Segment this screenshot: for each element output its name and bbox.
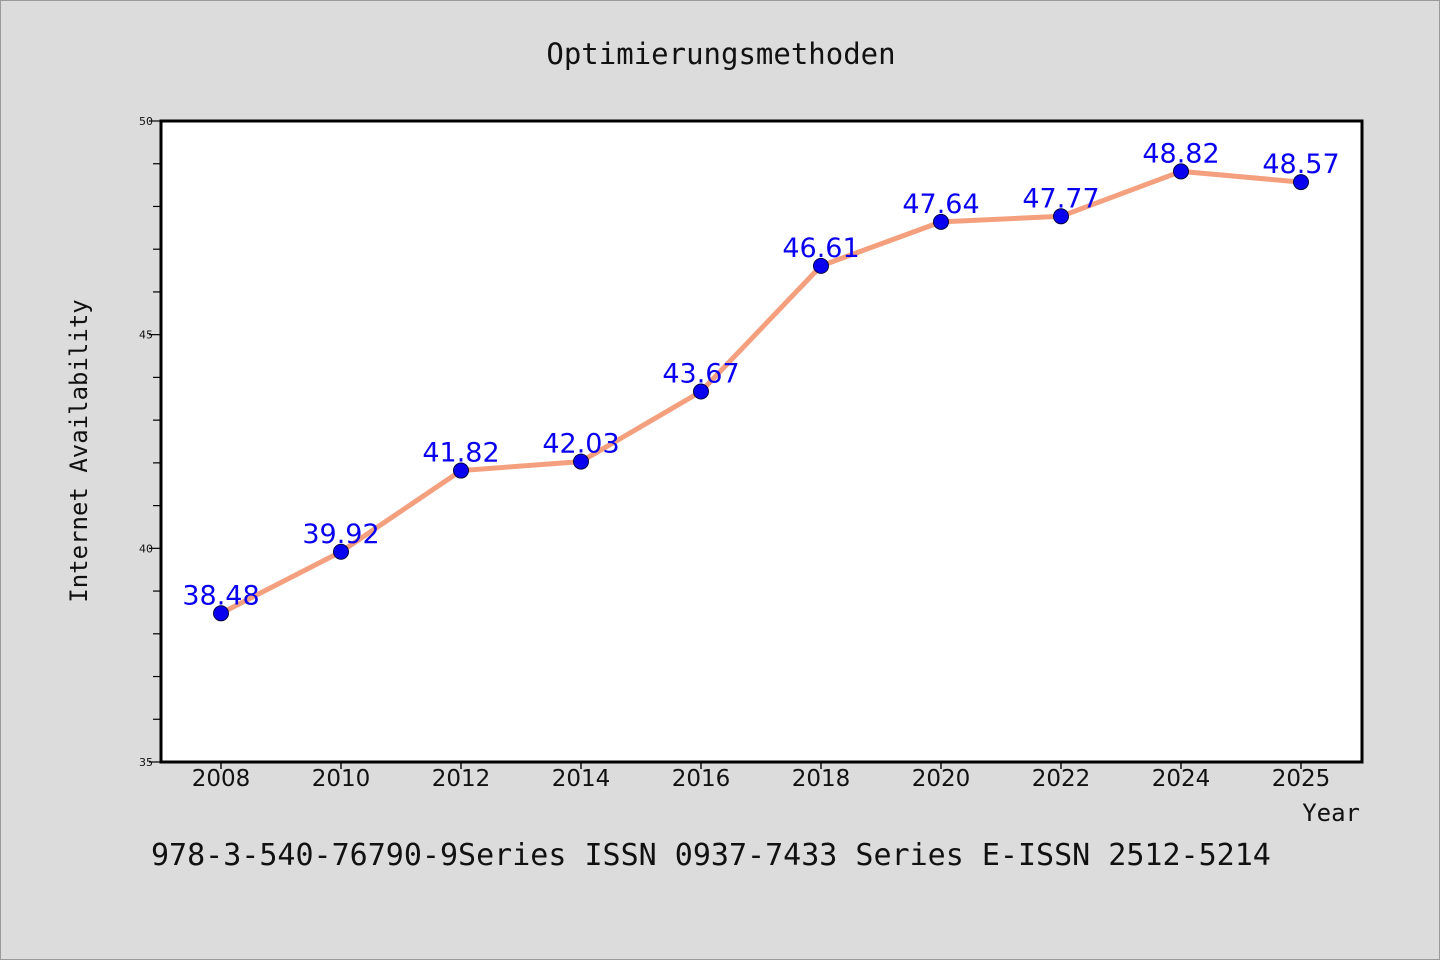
plot-area — [159, 119, 1364, 764]
data-label: 39.92 — [302, 519, 379, 550]
data-label: 38.48 — [182, 580, 259, 611]
data-label: 48.82 — [1142, 138, 1219, 169]
y-tick-label: 35 — [139, 756, 153, 769]
y-axis-label: Internet Availability — [65, 299, 93, 602]
data-label: 47.64 — [902, 189, 979, 220]
data-point — [933, 213, 949, 230]
y-tick-label: 45 — [139, 329, 153, 342]
x-tick-label: 2025 — [1272, 766, 1331, 792]
y-axis: 35 40 45 50 — [139, 115, 161, 769]
footer-text: 978-3-540-76790-9Series ISSN 0937-7433 S… — [151, 838, 1271, 873]
x-tick-label: 2024 — [1152, 766, 1211, 792]
data-point — [573, 453, 589, 470]
data-label: 47.77 — [1022, 183, 1099, 214]
data-point — [213, 605, 229, 622]
x-tick-label: 2022 — [1032, 766, 1091, 792]
data-point — [1173, 163, 1189, 180]
x-tick-label: 2016 — [672, 766, 731, 792]
data-label: 46.61 — [782, 233, 859, 264]
y-tick-label: 40 — [139, 542, 153, 555]
chart-title: Optimierungsmethoden — [546, 37, 895, 71]
data-point — [1053, 208, 1069, 225]
x-tick-label: 2008 — [192, 766, 251, 792]
x-tick-label: 2018 — [792, 766, 851, 792]
x-tick-label: 2010 — [312, 766, 371, 792]
x-axis-label: Year — [1302, 799, 1360, 827]
data-point — [1293, 174, 1309, 191]
data-point — [693, 383, 709, 400]
series-layer: 38.48 39.92 41.82 42.03 43.67 46.61 47.64 47.77… — [182, 138, 1340, 622]
data-point — [813, 257, 829, 274]
data-label: 41.82 — [422, 438, 499, 469]
data-label: 43.67 — [662, 359, 739, 390]
data-label: 48.57 — [1262, 149, 1339, 180]
data-point — [453, 462, 469, 479]
y-tick-label: 50 — [139, 115, 153, 128]
series-line — [218, 168, 1304, 616]
data-label: 42.03 — [542, 429, 619, 460]
data-point — [333, 543, 349, 560]
x-tick-label: 2020 — [912, 766, 971, 792]
x-axis: 2008 2010 2012 2014 2016 2018 2020 2022 2024 2025 — [192, 762, 1331, 792]
x-tick-label: 2014 — [552, 766, 611, 792]
x-tick-label: 2012 — [432, 766, 491, 792]
